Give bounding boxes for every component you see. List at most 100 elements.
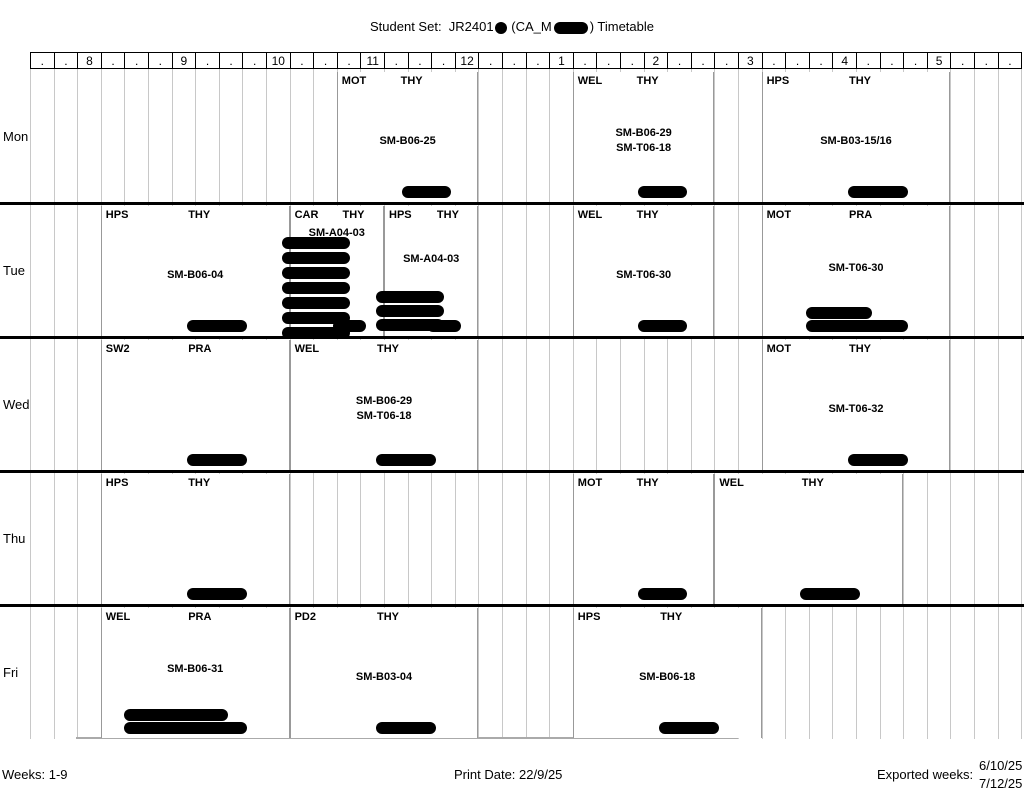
hour-header-cell: . xyxy=(879,52,905,69)
activity-code: HPS xyxy=(389,209,412,221)
redaction-mark xyxy=(282,237,350,249)
hour-header-cell: . xyxy=(502,52,527,69)
activity-code: WEL xyxy=(105,611,131,623)
room-code: SM-B06-31 xyxy=(167,663,224,675)
redaction-mark xyxy=(401,186,452,198)
hour-header-cell: . xyxy=(30,52,55,69)
hour-header-cell: . xyxy=(336,52,362,69)
hour-header-cell: . xyxy=(620,52,645,69)
hour-header-cell: . xyxy=(690,52,716,69)
class-block[interactable]: WEL THY SM-B06-29 SM-T06-18 xyxy=(289,340,479,470)
redaction-mark xyxy=(847,186,908,198)
activity-type: THY xyxy=(376,343,399,355)
activity-type: THY xyxy=(188,209,211,221)
class-block[interactable]: PD2 THY SM-B03-04 xyxy=(289,608,479,738)
weeks-label: Weeks: 1-9 xyxy=(2,767,68,782)
redaction-mark xyxy=(282,267,350,279)
grid-line xyxy=(77,69,79,739)
hour-header-cell: 2 xyxy=(643,52,669,69)
grid-bottom-border xyxy=(76,737,738,739)
activity-type: THY xyxy=(342,209,365,221)
exported-from: 6/10/25 xyxy=(979,758,1023,773)
activity-type: THY xyxy=(188,477,211,489)
hour-header-cell: . xyxy=(572,52,598,69)
hour-header-cell: . xyxy=(667,52,692,69)
grid-line xyxy=(667,69,669,739)
activity-type: THY xyxy=(848,343,871,355)
grid-line xyxy=(690,69,692,739)
redaction-mark xyxy=(658,722,719,734)
exported-weeks-label: Exported weeks: xyxy=(877,767,974,782)
activity-type: THY xyxy=(636,75,659,87)
activity-type: PRA xyxy=(188,611,212,623)
grid-line xyxy=(997,69,999,739)
class-block[interactable]: WEL THY SM-T06-30 xyxy=(572,206,715,336)
hour-header-cell: . xyxy=(124,52,149,69)
class-block[interactable]: MOT THY SM-B06-25 xyxy=(336,72,479,202)
hour-header-cell: . xyxy=(289,52,315,69)
grid-line xyxy=(572,69,574,739)
room-code: SM-B03-04 xyxy=(355,671,413,683)
activity-type: THY xyxy=(848,75,871,87)
redaction-mark xyxy=(637,320,688,332)
room-code: SM-T06-18 xyxy=(356,410,412,422)
class-block[interactable]: HPS THY SM-B06-04 xyxy=(100,206,290,336)
class-block[interactable]: HPS THY SM-B06-18 xyxy=(572,608,762,738)
room-code: SM-T06-30 xyxy=(828,262,884,274)
class-block[interactable]: MOT THY xyxy=(572,474,715,604)
hour-header-cell: . xyxy=(596,52,621,69)
hour-header-cell: 12 xyxy=(454,52,480,69)
redaction-mark xyxy=(800,588,861,600)
activity-code: CAR xyxy=(294,209,319,221)
redaction-mark xyxy=(282,252,350,264)
hour-header-cell: . xyxy=(808,52,834,69)
grid-line xyxy=(596,69,598,739)
print-date: Print Date: 22/9/25 xyxy=(454,767,563,782)
redaction-mark xyxy=(806,307,872,319)
class-block[interactable]: SW2 PRA xyxy=(100,340,290,470)
day-separator xyxy=(0,604,1024,607)
day-label-wed: Wed xyxy=(3,397,30,412)
room-code: SM-B06-18 xyxy=(639,671,696,683)
class-block[interactable]: MOT THY SM-T06-32 xyxy=(761,340,951,470)
hour-header-cell: 4 xyxy=(832,52,857,69)
redaction-mark xyxy=(186,320,247,332)
activity-code: MOT xyxy=(341,75,367,87)
activity-type: THY xyxy=(660,611,683,623)
activity-code: PD2 xyxy=(294,611,316,623)
redaction-mark xyxy=(553,21,588,34)
redaction-mark xyxy=(637,186,688,198)
hour-header-cell: 11 xyxy=(360,52,385,69)
activity-type: PRA xyxy=(188,343,212,355)
class-block[interactable]: HPS THY SM-B03-15/16 xyxy=(761,72,951,202)
class-block[interactable]: WEL THY SM-B06-29 SM-T06-18 xyxy=(572,72,715,202)
activity-code: SW2 xyxy=(105,343,130,355)
hour-header-cell: . xyxy=(761,52,787,69)
day-label-tue: Tue xyxy=(3,263,25,278)
grid-line xyxy=(620,69,621,739)
hour-header-cell: . xyxy=(100,52,126,69)
redaction-mark xyxy=(282,297,350,309)
day-separator xyxy=(0,470,1024,473)
hour-header-cell: . xyxy=(997,52,1023,69)
room-code: SM-B06-29 xyxy=(615,127,672,139)
hour-header-cell: 10 xyxy=(266,52,291,69)
hour-header-cell: . xyxy=(313,52,338,69)
hour-header-cell: 1 xyxy=(549,52,574,69)
hour-header-cell: . xyxy=(407,52,433,69)
class-block[interactable]: WEL THY xyxy=(714,474,904,604)
activity-code: WEL xyxy=(719,477,744,489)
hour-header-cell: . xyxy=(785,52,810,69)
room-code: SM-T06-32 xyxy=(828,403,884,415)
room-code: SM-A04-03 xyxy=(308,227,365,239)
class-block[interactable]: HPS THY xyxy=(100,474,290,604)
redaction-mark xyxy=(282,312,350,324)
activity-code: HPS xyxy=(105,477,129,489)
grid-line xyxy=(525,69,527,739)
class-block[interactable]: MOT PRA SM-T06-30 xyxy=(761,206,951,336)
hour-header-cell: 5 xyxy=(926,52,952,69)
hour-header-cell: . xyxy=(431,52,456,69)
activity-code: WEL xyxy=(577,209,603,221)
room-code: SM-B03-15/16 xyxy=(820,135,892,147)
grid-line xyxy=(30,69,31,739)
